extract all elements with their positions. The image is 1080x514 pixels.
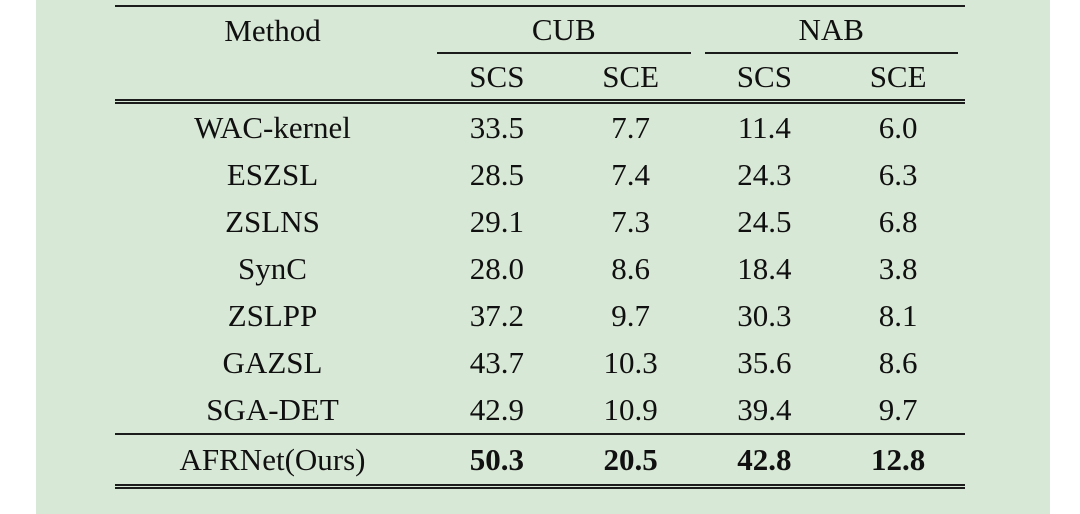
value-cell: 42.9 — [469, 392, 524, 427]
value-cell: 7.3 — [611, 204, 650, 239]
table-subheader-row: SCS SCE SCS SCE — [115, 54, 965, 99]
value-cell: 7.7 — [611, 110, 650, 145]
results-table: Method CUB NAB SCS SCE SCS SCE WAC-kerne… — [115, 5, 965, 489]
table-row-ours: AFRNet(Ours) 50.3 20.5 42.8 12.8 — [115, 435, 965, 484]
method-column-header: Method — [224, 13, 321, 48]
value-cell: 33.5 — [469, 110, 524, 145]
value-cell: 24.5 — [737, 204, 792, 239]
value-cell: 11.4 — [737, 110, 791, 145]
method-cell: ESZSL — [226, 157, 319, 192]
value-cell: 50.3 — [469, 442, 524, 477]
table-row: SGA-DET 42.9 10.9 39.4 9.7 — [115, 386, 965, 433]
table-row: SynC 28.0 8.6 18.4 3.8 — [115, 245, 965, 292]
method-cell: WAC-kernel — [194, 110, 351, 145]
value-cell: 12.8 — [871, 442, 926, 477]
group-header-cub: CUB — [437, 7, 691, 54]
method-cell: ZSLNS — [225, 204, 320, 239]
top-rule — [115, 5, 965, 7]
table-header-group-row: Method CUB NAB — [115, 7, 965, 54]
value-cell: 29.1 — [469, 204, 524, 239]
value-cell: 28.5 — [469, 157, 524, 192]
value-cell: 8.1 — [878, 298, 918, 333]
pre-final-rule — [115, 433, 965, 435]
subheader-nab-scs: SCS — [736, 59, 792, 94]
value-cell: 43.7 — [469, 345, 524, 380]
method-cell: GAZSL — [222, 345, 323, 380]
value-cell: 30.3 — [737, 298, 792, 333]
value-cell: 28.0 — [469, 251, 524, 286]
method-cell: AFRNet(Ours) — [179, 442, 366, 477]
value-cell: 10.9 — [603, 392, 658, 427]
subheader-cub-scs: SCS — [469, 59, 525, 94]
value-cell: 42.8 — [737, 442, 792, 477]
value-cell: 35.6 — [737, 345, 792, 380]
value-cell: 37.2 — [469, 298, 524, 333]
value-cell: 3.8 — [878, 251, 918, 286]
value-cell: 6.8 — [878, 204, 918, 239]
method-cell: SGA-DET — [206, 392, 339, 427]
value-cell: 39.4 — [737, 392, 792, 427]
group-header-nab: NAB — [704, 7, 958, 54]
method-cell: SynC — [238, 251, 307, 286]
value-cell: 8.6 — [611, 251, 650, 286]
value-cell: 9.7 — [878, 392, 918, 427]
value-cell: 10.3 — [603, 345, 658, 380]
bottom-double-rule — [115, 484, 965, 489]
value-cell: 24.3 — [737, 157, 792, 192]
group-header-nab-label: NAB — [798, 11, 864, 47]
group-header-cub-label: CUB — [531, 11, 596, 47]
page-background — [36, 0, 1050, 514]
value-cell: 18.4 — [737, 251, 792, 286]
value-cell: 8.6 — [878, 345, 918, 380]
table-row: ZSLNS 29.1 7.3 24.5 6.8 — [115, 198, 965, 245]
value-cell: 9.7 — [611, 298, 650, 333]
header-double-rule — [115, 99, 965, 104]
subheader-cub-sce: SCE — [602, 59, 660, 94]
value-cell: 7.4 — [611, 157, 650, 192]
subheader-nab-sce: SCE — [869, 59, 927, 94]
value-cell: 20.5 — [603, 442, 658, 477]
table-row: WAC-kernel 33.5 7.7 11.4 6.0 — [115, 104, 965, 151]
value-cell: 6.3 — [878, 157, 918, 192]
table-row: ZSLPP 37.2 9.7 30.3 8.1 — [115, 292, 965, 339]
method-cell: ZSLPP — [227, 298, 318, 333]
value-cell: 6.0 — [878, 110, 918, 145]
table-row: ESZSL 28.5 7.4 24.3 6.3 — [115, 151, 965, 198]
table-row: GAZSL 43.7 10.3 35.6 8.6 — [115, 339, 965, 386]
